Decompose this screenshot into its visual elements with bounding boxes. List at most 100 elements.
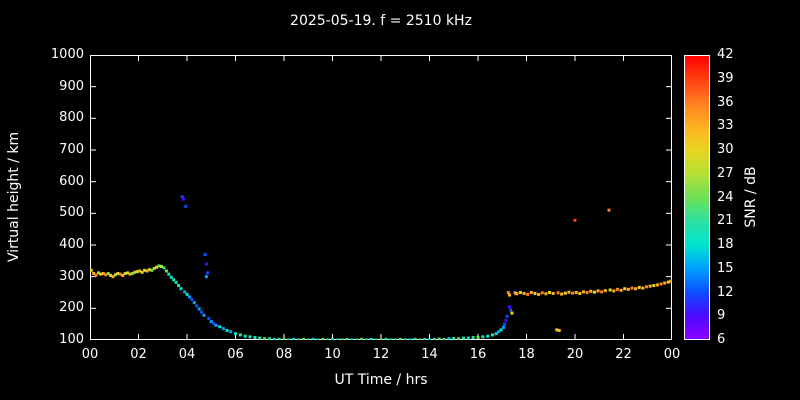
data-point — [301, 337, 305, 340]
data-point — [645, 285, 649, 289]
plot-area — [90, 55, 672, 340]
data-point — [140, 270, 144, 274]
x-tick-label: 18 — [518, 347, 535, 362]
data-point — [608, 288, 612, 292]
data-point — [282, 337, 286, 340]
y-tick-label: 100 — [59, 332, 84, 347]
data-point — [297, 338, 301, 340]
data-point — [548, 291, 552, 294]
data-point — [99, 272, 103, 276]
data-point — [659, 282, 663, 286]
x-tick-label: 02 — [130, 347, 147, 362]
data-point — [428, 338, 431, 340]
x-tick-label: 00 — [663, 347, 681, 362]
data-point — [408, 338, 412, 340]
data-point — [200, 310, 204, 314]
data-point — [212, 322, 216, 326]
data-point — [321, 337, 325, 340]
data-point — [466, 336, 470, 340]
data-point — [476, 335, 480, 339]
data-point — [209, 320, 213, 324]
data-point — [204, 262, 208, 266]
data-point — [504, 318, 508, 322]
data-point — [190, 297, 194, 301]
data-point — [181, 197, 185, 201]
data-point — [623, 287, 627, 291]
data-point — [509, 308, 513, 312]
x-tick-label: 12 — [372, 347, 390, 362]
y-tick-label: 1000 — [50, 47, 84, 62]
data-point — [185, 292, 189, 296]
data-point — [574, 291, 578, 294]
data-point — [225, 329, 229, 332]
data-point — [316, 338, 320, 340]
colorbar-tick-label: 36 — [717, 94, 734, 110]
data-point — [207, 316, 211, 320]
data-point — [581, 290, 585, 294]
data-point — [326, 338, 330, 340]
data-point — [560, 292, 564, 296]
data-point — [491, 333, 495, 337]
data-point — [214, 323, 218, 327]
data-point — [345, 337, 349, 340]
data-point — [403, 338, 407, 340]
x-axis-label: UT Time / hrs — [334, 372, 428, 388]
data-point — [648, 284, 652, 288]
data-point — [128, 272, 132, 276]
data-point — [180, 195, 184, 199]
y-tick-label: 800 — [59, 110, 84, 126]
data-point — [130, 272, 134, 275]
data-point — [133, 270, 137, 274]
data-point — [229, 330, 233, 334]
data-point — [306, 338, 310, 340]
data-point — [160, 265, 164, 269]
colorbar — [684, 55, 710, 340]
data-point — [666, 280, 670, 284]
data-point — [123, 272, 127, 275]
data-point — [630, 286, 634, 290]
data-point — [335, 338, 339, 340]
colorbar-tick-label: 42 — [717, 47, 734, 62]
data-point — [418, 338, 422, 340]
data-point — [113, 273, 117, 277]
data-point — [634, 287, 638, 291]
data-point — [413, 337, 417, 340]
data-point — [544, 292, 548, 296]
data-point — [641, 286, 645, 290]
data-point — [379, 338, 383, 340]
y-tick-label: 300 — [59, 268, 84, 284]
y-tick-label: 600 — [59, 173, 84, 189]
data-point — [145, 269, 149, 273]
data-point — [192, 301, 196, 305]
x-tick-label: 22 — [615, 347, 632, 362]
data-point — [423, 337, 427, 340]
data-point — [461, 336, 465, 340]
data-point — [311, 337, 315, 340]
data-point — [533, 291, 537, 295]
data-point — [111, 275, 115, 279]
data-point — [155, 265, 159, 269]
data-point — [183, 290, 187, 294]
data-point — [515, 292, 519, 296]
data-point — [267, 337, 271, 340]
scatter-plot-canvas — [90, 55, 672, 340]
x-tick-label: 08 — [275, 347, 293, 362]
data-point — [589, 289, 593, 293]
data-point — [510, 311, 514, 315]
data-point — [116, 272, 120, 275]
data-point — [529, 291, 533, 294]
data-point — [501, 325, 505, 329]
data-point — [203, 253, 207, 256]
data-point — [481, 335, 485, 339]
data-point — [221, 327, 225, 331]
data-point — [355, 338, 359, 340]
data-point — [578, 291, 582, 295]
y-tick-label: 700 — [59, 142, 84, 157]
data-point — [557, 329, 561, 332]
data-point — [167, 272, 171, 276]
data-point — [101, 272, 105, 275]
data-point — [637, 285, 641, 289]
data-point — [152, 266, 156, 270]
data-point — [626, 287, 630, 291]
data-point — [340, 338, 344, 340]
